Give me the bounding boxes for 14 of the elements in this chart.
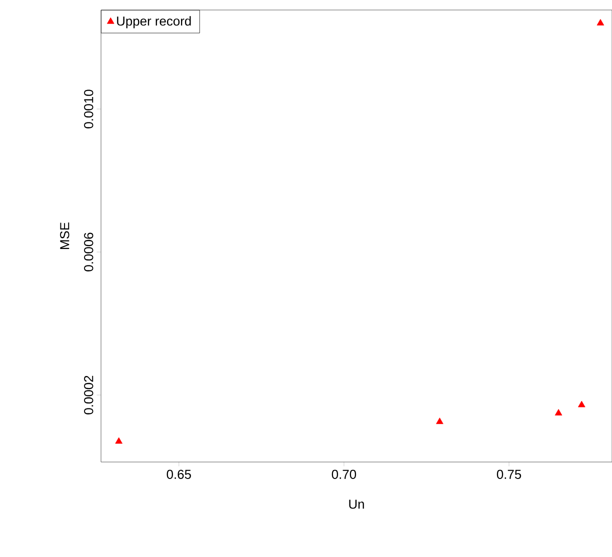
y-tick-label: 0.0010 bbox=[84, 90, 94, 128]
point bbox=[554, 409, 562, 416]
x-tick-label: 0.70 bbox=[332, 470, 356, 479]
point bbox=[115, 437, 122, 444]
legend-label: Upper record bbox=[117, 16, 191, 28]
x-tick-label: 0.65 bbox=[166, 470, 191, 479]
y-tick-label: 0.0002 bbox=[84, 376, 94, 414]
y-tick-label: 0.0006 bbox=[84, 232, 94, 272]
point bbox=[436, 418, 444, 424]
x-tick-label: 0.75 bbox=[496, 470, 522, 479]
x-axis-title: Un bbox=[349, 500, 364, 509]
point bbox=[578, 400, 586, 408]
y-axis-title: MSE bbox=[60, 222, 70, 249]
point bbox=[596, 19, 604, 26]
